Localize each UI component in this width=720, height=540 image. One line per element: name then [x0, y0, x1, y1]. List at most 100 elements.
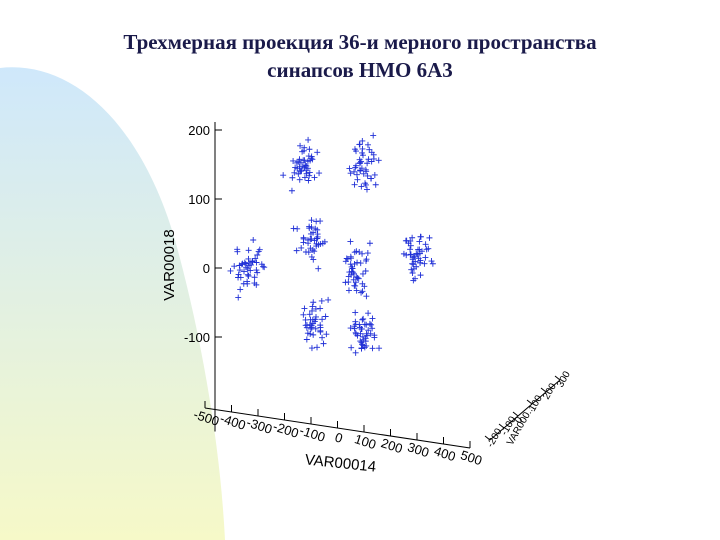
- scatter-point: [410, 277, 417, 284]
- scatter-point: [280, 172, 287, 179]
- scatter-point: [301, 144, 308, 151]
- scatter-point: [251, 280, 258, 287]
- scatter-point: [364, 160, 371, 167]
- scatter-point: [297, 142, 304, 149]
- scatter-point: [302, 162, 309, 169]
- x-tick-label: 400: [432, 443, 457, 464]
- scatter-point: [311, 174, 318, 181]
- scatter-point: [363, 342, 370, 349]
- scatter-point: [351, 260, 358, 267]
- scatter-point: [319, 334, 326, 341]
- scatter-point: [407, 246, 414, 253]
- x-axis-title: VAR00014: [304, 451, 377, 475]
- scatter-point: [295, 170, 302, 177]
- scatter-point: [357, 338, 364, 345]
- scatter-point: [310, 331, 317, 338]
- scatter-point: [247, 267, 254, 274]
- scatter-point: [359, 270, 366, 277]
- scatter-point: [312, 305, 319, 312]
- scatter-point: [359, 137, 366, 144]
- scatter-point: [408, 266, 415, 273]
- scatter-point: [249, 257, 256, 264]
- scatter-point: [362, 180, 369, 187]
- scatter-point: [350, 269, 357, 276]
- scatter-point: [347, 325, 354, 332]
- scatter-point: [319, 316, 326, 323]
- scatter-point: [302, 322, 309, 329]
- scatter-point: [364, 172, 371, 179]
- scatter-point: [359, 333, 366, 340]
- scatter-point: [352, 349, 359, 356]
- scatter-point: [235, 271, 242, 278]
- scatter-point: [365, 310, 372, 317]
- scatter-point: [344, 255, 351, 262]
- depth-axis-tick: [498, 423, 505, 429]
- z-tick-label: 200: [188, 123, 210, 138]
- scatter-point: [351, 181, 358, 188]
- scatter-point: [409, 260, 416, 267]
- scatter-point: [317, 305, 324, 312]
- scatter-point: [304, 330, 311, 337]
- scatter-point: [295, 158, 302, 165]
- scatter-point: [366, 240, 373, 247]
- scatter-point: [370, 132, 377, 139]
- z-tick-label: -100: [184, 330, 210, 345]
- z-axis-title: VAR00018: [161, 229, 178, 300]
- scatter-point: [414, 246, 421, 253]
- scatter-point: [244, 271, 251, 278]
- scatter-point: [316, 170, 323, 177]
- scatter-point: [307, 235, 314, 242]
- scatter-point: [303, 170, 310, 177]
- scatter-point: [359, 280, 366, 287]
- scatter-point: [346, 165, 353, 172]
- scatter-point: [311, 248, 318, 255]
- scatter-point: [301, 305, 308, 312]
- x-tick-label: 0: [333, 429, 345, 446]
- scatter-point: [353, 248, 360, 255]
- scatter-point: [353, 148, 360, 155]
- scatter-point: [298, 244, 305, 251]
- scatter-point: [358, 345, 365, 352]
- scatter-point: [305, 240, 312, 247]
- scatter-point: [303, 162, 310, 169]
- scatter-point: [358, 339, 365, 346]
- scatter-point: [369, 345, 376, 352]
- scatter-point: [417, 233, 424, 240]
- scatter-point: [308, 224, 315, 231]
- scatter-point: [357, 167, 364, 174]
- scatter-point: [296, 156, 303, 163]
- scatter-point: [313, 313, 320, 320]
- scatter-point: [363, 257, 370, 264]
- scatter-point: [359, 149, 366, 156]
- scatter-point: [241, 259, 248, 266]
- scatter-point: [362, 166, 369, 173]
- scatter-point: [348, 344, 355, 351]
- scatter-point: [318, 297, 325, 304]
- scatter-point: [254, 252, 261, 259]
- scatter-point: [363, 293, 370, 300]
- scatter-point: [361, 321, 368, 328]
- scatter-point: [359, 316, 366, 323]
- scatter-point: [370, 151, 377, 158]
- scatter-point: [309, 316, 316, 323]
- slide-title-line-1: Трехмерная проекция 36-и мерного простра…: [123, 30, 597, 54]
- scatter-point: [236, 262, 243, 269]
- scatter-point: [314, 149, 321, 156]
- scatter-point: [415, 255, 422, 262]
- scatter-point: [235, 294, 242, 301]
- depth-axis-line: [489, 379, 561, 441]
- depth-axis-tick: [526, 399, 533, 405]
- scatter-point: [369, 315, 376, 322]
- scatter-point: [372, 181, 379, 188]
- scatter-point: [305, 249, 312, 256]
- scatter-point: [306, 169, 313, 176]
- scatter-point: [293, 159, 300, 166]
- scatter-point: [363, 321, 370, 328]
- scatter-point: [300, 311, 307, 318]
- scatter-point: [323, 331, 330, 338]
- scatter-point: [317, 324, 324, 331]
- scatter-point: [359, 250, 366, 257]
- scatter-point: [322, 313, 329, 320]
- scatter-point: [428, 258, 435, 265]
